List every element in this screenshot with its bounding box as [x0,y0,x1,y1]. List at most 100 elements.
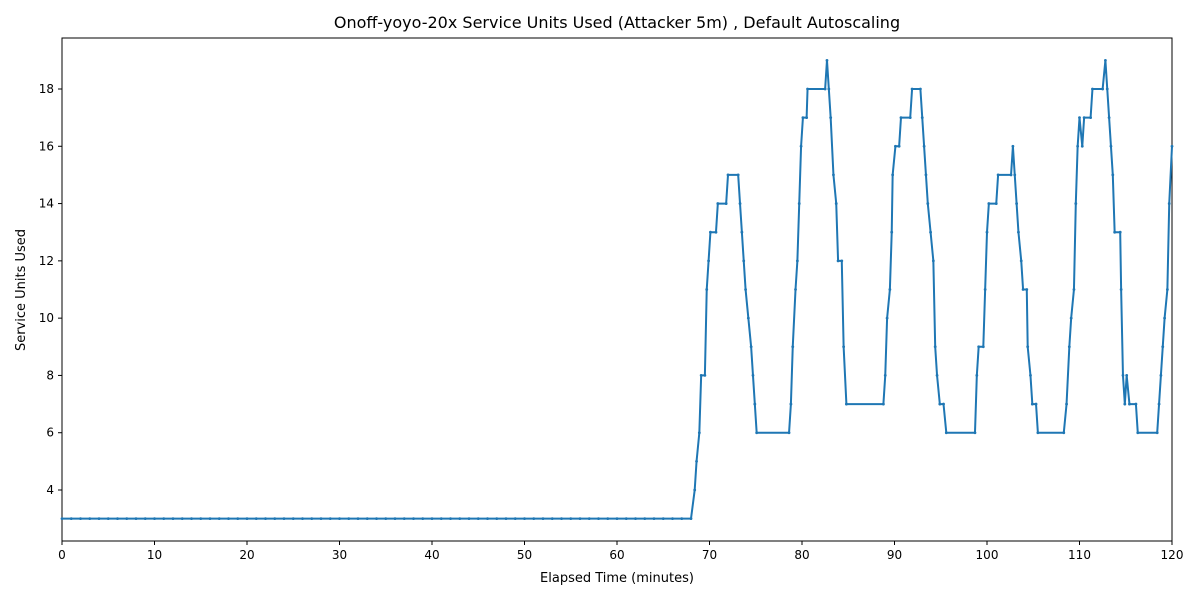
point [994,202,998,205]
point [726,173,730,177]
y-tick-label: 18 [39,82,54,96]
point [897,144,901,148]
point [806,87,809,91]
point [919,87,922,91]
point [709,230,712,234]
point [1165,288,1169,291]
point [1159,374,1163,377]
point [162,517,166,521]
point [977,345,981,349]
point [365,517,369,521]
point [981,345,985,349]
point [532,517,536,521]
point [606,517,610,521]
point [504,517,508,521]
point [942,402,945,406]
point [143,517,147,521]
point [541,517,545,521]
point [751,374,755,377]
point [125,517,129,521]
point [1009,173,1013,177]
point [1123,402,1127,406]
point [402,517,406,521]
point [749,345,753,349]
line [62,60,1173,520]
point [560,517,563,521]
point [652,517,656,521]
point [827,87,831,91]
point [1021,288,1025,291]
point [569,517,573,521]
point [1089,116,1092,120]
point [254,517,258,521]
point [1091,87,1094,91]
point [755,431,759,435]
point [1011,144,1015,148]
point [153,517,156,521]
point [899,116,903,120]
point [985,230,989,234]
x-tick-label: 30 [332,548,347,562]
point [282,517,286,521]
point [1072,288,1076,291]
point [926,202,930,205]
point [1170,144,1174,148]
point [264,517,267,521]
point [430,517,434,521]
point [1030,402,1034,406]
point [789,402,793,406]
x-tick-label: 60 [609,548,624,562]
point [910,87,914,91]
point [705,288,709,291]
point [1118,230,1122,234]
y-tick-label: 6 [46,426,54,440]
point [88,517,92,521]
point [695,459,698,463]
point [495,517,499,521]
point [578,517,582,521]
point [624,517,628,521]
point [338,517,341,521]
point [944,431,948,435]
point [689,517,693,521]
point [1128,402,1131,406]
point [1015,202,1018,205]
point [1155,431,1159,435]
y-tick-label: 12 [39,254,54,268]
point [523,517,526,521]
point [79,517,82,521]
point [1121,374,1125,377]
point [217,517,221,521]
point [245,517,249,521]
point [791,345,795,349]
point [227,517,230,521]
y-tick-label: 4 [46,483,54,497]
point [740,230,744,234]
chart-title: Onoff-yoyo-20x Service Units Used (Attac… [334,13,900,32]
point [106,517,110,521]
point [1076,144,1080,148]
point [384,517,388,521]
point [439,517,443,521]
point [842,345,846,349]
point [845,402,848,406]
point [832,173,835,177]
point [1067,345,1071,349]
point [412,517,415,521]
x-tick-label: 20 [239,548,254,562]
point [888,288,892,291]
x-tick-label: 80 [794,548,809,562]
point [319,517,323,521]
point [829,116,833,120]
point [1119,288,1123,291]
point [458,517,462,521]
point [356,517,360,521]
point [69,517,73,521]
point [823,87,827,91]
x-tick-label: 50 [517,548,532,562]
point [375,517,378,521]
point [180,517,184,521]
point [753,402,757,406]
x-tick-label: 70 [702,548,717,562]
